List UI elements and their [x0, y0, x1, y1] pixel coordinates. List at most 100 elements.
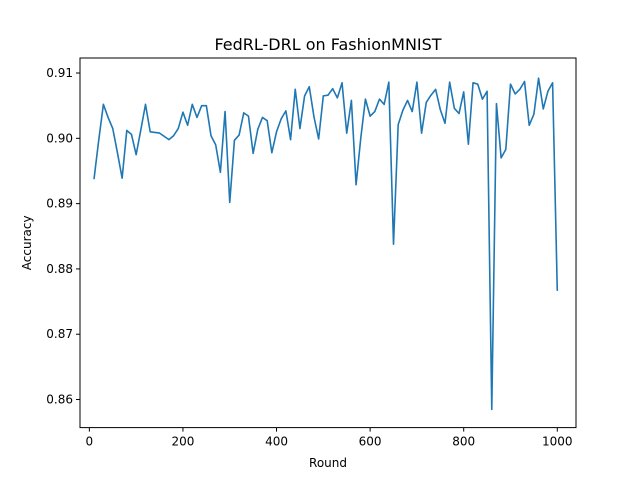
data-point: [346, 132, 348, 134]
data-point: [519, 88, 521, 90]
data-point: [477, 83, 479, 85]
data-point: [187, 124, 189, 126]
data-point: [453, 107, 455, 109]
data-point: [149, 131, 151, 133]
chart-title: FedRL-DRL on FashionMNIST: [214, 35, 441, 54]
y-tick-label: 0.91: [46, 66, 73, 80]
data-point: [364, 98, 367, 100]
data-point: [491, 408, 493, 410]
data-point: [182, 111, 184, 113]
data-point: [533, 113, 535, 115]
data-point: [163, 135, 165, 137]
data-point: [472, 82, 474, 84]
data-point: [210, 135, 212, 137]
data-point: [172, 135, 175, 137]
data-point: [397, 124, 399, 126]
data-point: [552, 82, 554, 84]
data-point: [332, 88, 334, 90]
y-tick-label: 0.89: [46, 197, 73, 211]
x-tick-label: 600: [359, 435, 382, 449]
data-point: [406, 99, 409, 102]
data-point: [500, 157, 502, 159]
data-point: [285, 110, 287, 112]
data-point: [177, 127, 179, 130]
x-axis-label: Round: [309, 456, 347, 470]
data-point: [481, 98, 484, 100]
data-point: [355, 184, 357, 186]
data-point: [289, 139, 292, 141]
data-point: [449, 81, 451, 83]
data-point: [341, 82, 343, 84]
data-point: [350, 99, 352, 102]
data-point: [537, 77, 540, 79]
data-point: [102, 103, 104, 105]
data-point: [107, 116, 109, 119]
data-point: [420, 132, 423, 134]
series-line-0: [93, 77, 559, 411]
data-point: [542, 108, 544, 110]
data-point: [327, 94, 329, 96]
data-point: [392, 243, 395, 245]
data-point: [112, 127, 114, 130]
y-tick-label: 0.86: [46, 393, 73, 407]
data-point: [238, 134, 240, 136]
x-tick-label: 400: [265, 435, 288, 449]
data-point: [322, 95, 324, 97]
data-point: [509, 83, 512, 85]
y-tick-label: 0.87: [46, 327, 73, 341]
data-point: [336, 97, 338, 99]
y-axis-ticks: 0.86 0.87 0.88 0.89 0.90 0.91: [46, 66, 80, 407]
x-tick-label: 1000: [542, 435, 573, 449]
data-point: [191, 103, 193, 105]
data-point: [416, 81, 418, 83]
data-point: [369, 115, 371, 117]
data-point: [486, 90, 488, 92]
data-point: [430, 94, 432, 96]
data-point: [154, 131, 156, 134]
data-point: [523, 80, 526, 83]
data-point: [547, 90, 549, 92]
data-point: [383, 103, 385, 105]
data-point: [243, 112, 245, 114]
data-point: [121, 177, 123, 179]
data-point: [116, 152, 119, 154]
data-point: [275, 131, 278, 133]
data-point: [374, 110, 376, 113]
data-point: [556, 289, 558, 292]
data-point: [252, 152, 254, 154]
data-point: [93, 178, 95, 180]
data-point: [318, 138, 320, 140]
plot-area: [93, 77, 559, 411]
data-point: [201, 105, 203, 107]
data-point: [425, 101, 427, 103]
data-point: [233, 139, 236, 141]
data-point: [495, 103, 498, 105]
data-point: [257, 128, 259, 130]
data-point: [144, 103, 147, 105]
data-point: [388, 81, 390, 83]
data-point: [224, 110, 226, 113]
data-point: [308, 86, 310, 88]
data-point: [528, 124, 530, 126]
data-point: [411, 110, 413, 113]
data-point: [439, 108, 441, 111]
data-point: [219, 171, 221, 173]
data-point: [514, 93, 516, 95]
data-point: [98, 139, 100, 141]
x-tick-label: 0: [86, 435, 94, 449]
data-point: [196, 116, 198, 119]
data-point: [140, 129, 142, 131]
data-point: [313, 116, 315, 118]
data-point: [266, 120, 268, 122]
y-tick-label: 0.88: [46, 262, 73, 276]
x-tick-label: 800: [452, 435, 475, 449]
data-point: [435, 88, 437, 90]
data-point: [247, 115, 250, 117]
data-point: [378, 98, 381, 100]
data-point: [215, 144, 217, 146]
data-point: [271, 152, 273, 154]
axes-frame: [79, 57, 577, 429]
